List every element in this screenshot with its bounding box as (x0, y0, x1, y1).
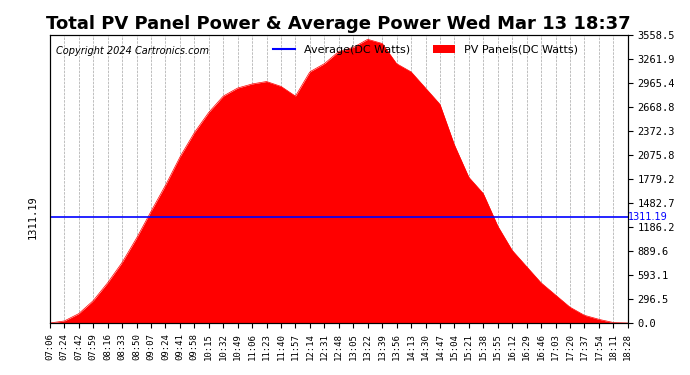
Legend: Average(DC Watts), PV Panels(DC Watts): Average(DC Watts), PV Panels(DC Watts) (269, 40, 582, 59)
Text: 1311.19: 1311.19 (28, 195, 37, 239)
Text: 1311.19: 1311.19 (628, 212, 667, 222)
Title: Total PV Panel Power & Average Power Wed Mar 13 18:37: Total PV Panel Power & Average Power Wed… (46, 15, 631, 33)
Text: Copyright 2024 Cartronics.com: Copyright 2024 Cartronics.com (56, 46, 208, 56)
